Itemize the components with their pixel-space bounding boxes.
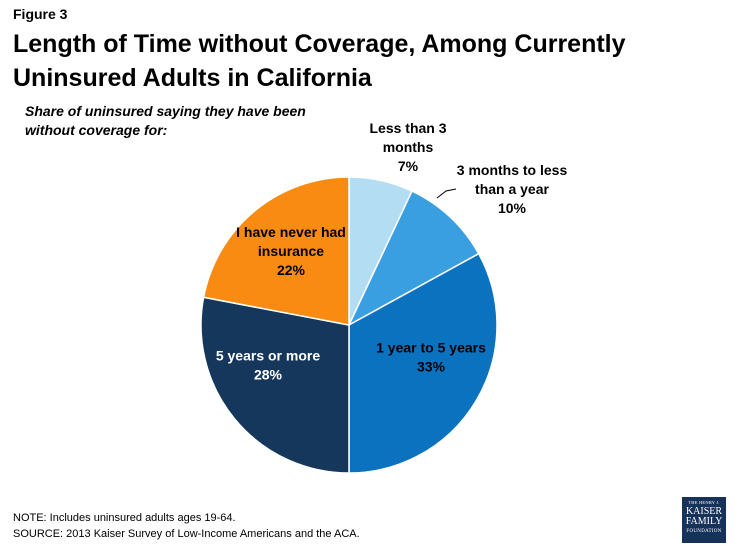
logo-line-2: KAISER bbox=[685, 505, 723, 517]
kff-logo: THE HENRY J. KAISER FAMILY FOUNDATION bbox=[682, 497, 726, 543]
chart-subtitle: Share of uninsured saying they have been… bbox=[25, 103, 306, 138]
slice-label-line: than a year bbox=[475, 181, 549, 197]
slice-label-4: 5 years or more 28% bbox=[216, 348, 320, 383]
slice-label-5: I have never had insurance 22% bbox=[236, 224, 346, 278]
chart-note: NOTE: Includes uninsured adults ages 19-… bbox=[13, 512, 236, 524]
pie-slice-5 bbox=[202, 176, 350, 326]
logo-line-4: FOUNDATION bbox=[686, 528, 722, 534]
pie-slice-3 bbox=[348, 252, 498, 474]
slice-value-5: 22% bbox=[277, 262, 306, 278]
slice-value-4: 28% bbox=[254, 367, 283, 383]
slice-value-2: 10% bbox=[498, 200, 527, 216]
chart-source: SOURCE: 2013 Kaiser Survey of Low-Income… bbox=[13, 528, 360, 540]
slice-label-line: 5 years or more bbox=[216, 348, 320, 364]
slice-label-3: 1 year to 5 years 33% bbox=[376, 340, 486, 375]
slice-value-1: 7% bbox=[398, 158, 419, 174]
slice-label-1: Less than 3 months 7% bbox=[369, 120, 446, 174]
slice-label-2: 3 months to less than a year 10% bbox=[457, 162, 568, 216]
pie-slice-2 bbox=[347, 190, 480, 327]
slice-label-line: I have never had bbox=[236, 224, 346, 240]
logo-line-1: THE HENRY J. bbox=[688, 500, 720, 505]
pie-slice-4 bbox=[200, 296, 350, 474]
slice-label-line: Less than 3 bbox=[369, 120, 446, 136]
logo-line-3: FAMILY bbox=[685, 515, 723, 527]
slice-label-line: months bbox=[383, 139, 434, 155]
slice-label-line: insurance bbox=[258, 243, 324, 259]
chart-title: Length of Time without Coverage, Among C… bbox=[13, 30, 626, 92]
leader-line-2 bbox=[436, 188, 457, 199]
slice-label-line: 3 months to less bbox=[457, 162, 568, 178]
figure-label: Figure 3 bbox=[13, 6, 68, 22]
slice-value-3: 33% bbox=[417, 359, 446, 375]
slice-label-line: 1 year to 5 years bbox=[376, 340, 486, 356]
